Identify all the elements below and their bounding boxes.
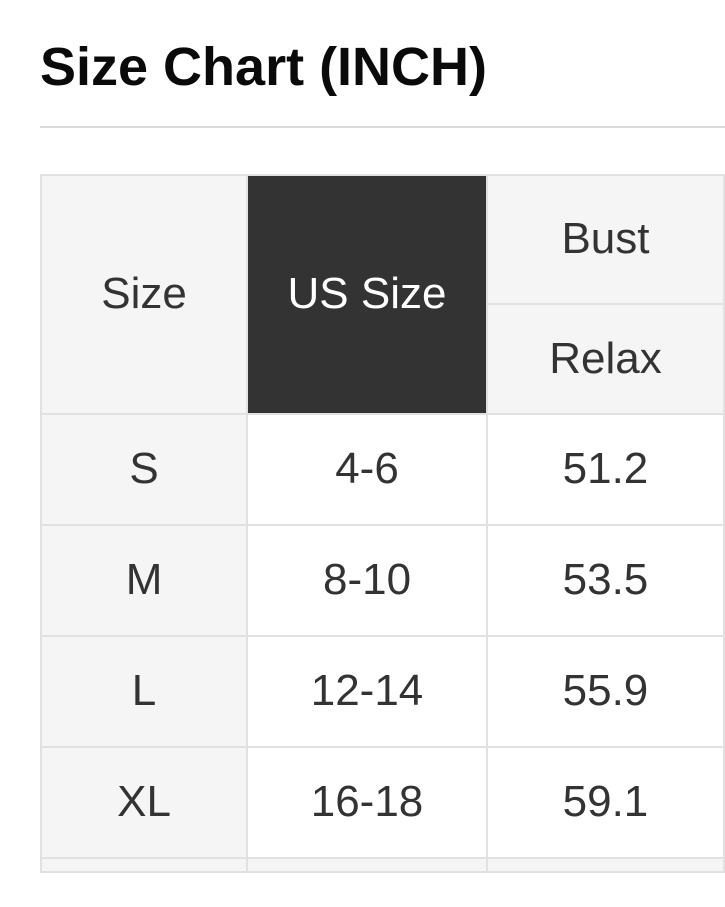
header-relax-cell: Relax [485, 302, 725, 415]
bust-relax-cell: 59.1 [485, 745, 725, 859]
title-divider [40, 125, 725, 128]
size-chart-table: Size US Size Bust Relax S 4-6 51.2 M 8-1… [39, 173, 725, 873]
us-size-cell: 8-10 [246, 523, 488, 637]
size-cell: L [39, 634, 249, 748]
partial-cell [39, 856, 249, 873]
size-cell: S [39, 412, 249, 526]
table-row-l: L 12-14 55.9 [39, 634, 725, 748]
us-size-cell: 16-18 [246, 745, 488, 859]
bust-relax-cell: 53.5 [485, 523, 725, 637]
size-cell: M [39, 523, 249, 637]
header-size-cell: Size [39, 173, 249, 415]
header-bust-cell: Bust [485, 173, 725, 305]
us-size-cell: 12-14 [246, 634, 488, 748]
table-row-xl: XL 16-18 59.1 [39, 745, 725, 859]
partial-cell [485, 856, 725, 873]
bust-relax-cell: 51.2 [485, 412, 725, 526]
us-size-cell: 4-6 [246, 412, 488, 526]
header-us-size-cell: US Size [246, 173, 488, 415]
partial-cell [246, 856, 488, 873]
table-header-row-sub: Relax [41, 302, 725, 415]
table-row-s: S 4-6 51.2 [39, 412, 725, 526]
table-header-row-top: Size US Size Bust [39, 173, 725, 415]
page-title: Size Chart (INCH) [40, 37, 488, 97]
bust-relax-cell: 55.9 [485, 634, 725, 748]
table-row-m: M 8-10 53.5 [39, 523, 725, 637]
table-row-partial [39, 856, 725, 873]
size-chart-container: Size US Size Bust Relax S 4-6 51.2 M 8-1… [39, 173, 725, 873]
size-cell: XL [39, 745, 249, 859]
